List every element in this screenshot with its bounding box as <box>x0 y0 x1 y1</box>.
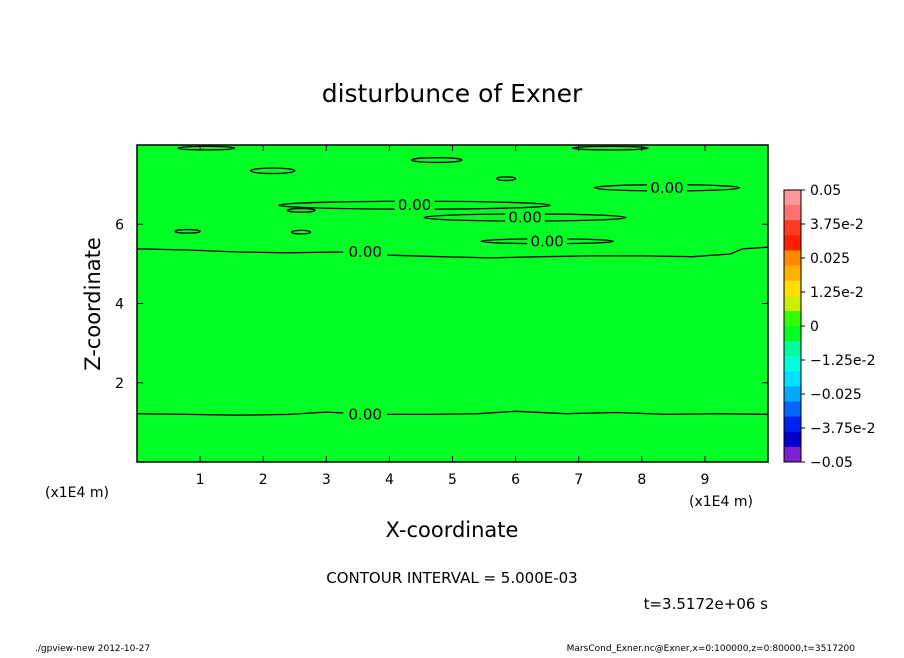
colorbar-swatch-17 <box>784 446 801 463</box>
colorbar-swatch-16 <box>784 431 801 448</box>
x-tick-label-9: 9 <box>700 472 709 488</box>
x-axis-ticks: 1 2 3 4 5 6 7 8 9 <box>196 145 709 488</box>
contour-label-bg-0 <box>343 406 388 421</box>
plot-background <box>137 145 768 462</box>
closed-contour-label-bg-1 <box>505 209 546 224</box>
colorbar-swatch-7 <box>784 295 801 312</box>
contour-label-layer: 0.00 0.00 0.00 0.00 0.00 0.00 <box>343 179 688 423</box>
closed-contour-label-0: 0.00 <box>398 196 431 214</box>
closed-contour-10 <box>177 145 236 151</box>
colorbar-tick-label-8: −0.05 <box>810 455 853 471</box>
colorbar-swatch-6 <box>784 280 801 297</box>
closed-contour-5 <box>410 157 463 164</box>
x-tick-label-2: 2 <box>259 472 268 488</box>
x-tick-label-8: 8 <box>637 472 646 488</box>
y-tick-label-2: 2 <box>115 376 124 392</box>
colorbar-swatch-0 <box>784 190 801 206</box>
x-tick-label-1: 1 <box>196 472 205 488</box>
closed-contour-label-bg-2 <box>527 233 568 248</box>
colorbar-tick-label-6: −0.025 <box>810 387 862 403</box>
colorbar-swatch-14 <box>784 401 801 418</box>
colorbar-tick-label-0: 0.05 <box>810 183 841 199</box>
colorbar-swatch-12 <box>784 371 801 387</box>
closed-contour-label-3: 0.00 <box>650 179 683 197</box>
colorbar-tick-label-5: −1.25e-2 <box>810 353 875 369</box>
closed-contour-4 <box>249 167 296 175</box>
contour-line-0 <box>136 410 769 416</box>
colorbar-tick-label-3: 1.25e-2 <box>810 285 864 301</box>
footer-left: ./gpview-new 2012-10-27 <box>35 644 150 654</box>
colorbar-swatch-5 <box>784 265 801 282</box>
closed-contour-6 <box>496 176 517 182</box>
closed-contour-label-bg-3 <box>647 179 688 194</box>
colorbar-swatch-2 <box>784 220 801 236</box>
x-axis-title: X-coordinate <box>386 518 519 542</box>
x-tick-label-4: 4 <box>385 472 394 488</box>
colorbar-tick-label-4: 0 <box>810 319 819 335</box>
contour-label-0: 0.00 <box>349 405 382 423</box>
x-tick-label-6: 6 <box>511 472 520 488</box>
contour-label-bg-1 <box>343 243 388 258</box>
footer-right: MarsCond_Exner.nc@Exner,x=0:100000,z=0:8… <box>567 644 856 654</box>
colorbar-tick-label-1: 3.75e-2 <box>810 217 864 233</box>
closed-contour-7 <box>286 207 316 213</box>
colorbar-tick-label-2: 0.025 <box>810 251 850 267</box>
colorbar-swatch-15 <box>784 416 801 433</box>
x-tick-label-5: 5 <box>448 472 457 488</box>
colorbar-ticks: 0.05 3.75e-2 0.025 1.25e-2 0 −1.25e-2 −0.025 −3… <box>801 183 875 471</box>
plot-area: 0.00 0.00 0.00 0.00 0.00 0.00 <box>136 144 769 463</box>
colorbar-swatch-3 <box>784 235 801 251</box>
contour-line-1 <box>136 246 769 259</box>
colorbar: 0.05 3.75e-2 0.025 1.25e-2 0 −1.25e-2 −0.025 −3… <box>783 183 875 471</box>
colorbar-swatches <box>784 190 801 463</box>
colorbar-swatch-1 <box>784 205 801 221</box>
colorbar-swatch-4 <box>784 250 801 267</box>
x-unit-left: (x1E4 m) <box>45 485 109 501</box>
y-axis-title: Z-coordinate <box>81 237 105 371</box>
closed-contour-9 <box>174 228 201 234</box>
time-label: t=3.5172e+06 s <box>644 595 769 613</box>
colorbar-swatch-10 <box>784 341 801 357</box>
x-tick-label-7: 7 <box>574 472 583 488</box>
colorbar-swatch-13 <box>784 386 801 403</box>
closed-contour-label-1: 0.00 <box>508 209 541 227</box>
x-unit-right: (x1E4 m) <box>689 494 753 510</box>
colorbar-swatch-9 <box>784 326 801 342</box>
y-tick-label-6: 6 <box>115 217 124 233</box>
y-tick-label-4: 4 <box>115 297 124 313</box>
chart-title: disturbunce of Exner <box>322 79 583 108</box>
contour-interval: CONTOUR INTERVAL = 5.000E-03 <box>326 569 577 587</box>
colorbar-swatch-11 <box>784 356 801 372</box>
closed-contour-11 <box>571 145 649 151</box>
closed-contour-label-bg-0 <box>394 197 435 212</box>
colorbar-tick-label-7: −3.75e-2 <box>810 421 875 437</box>
colorbar-swatch-8 <box>784 310 801 327</box>
closed-contour-8 <box>290 229 312 235</box>
closed-contour-label-2: 0.00 <box>530 232 563 250</box>
contour-label-1: 0.00 <box>349 243 382 261</box>
y-axis-ticks: 2 4 6 <box>115 217 768 392</box>
x-tick-label-3: 3 <box>322 472 331 488</box>
